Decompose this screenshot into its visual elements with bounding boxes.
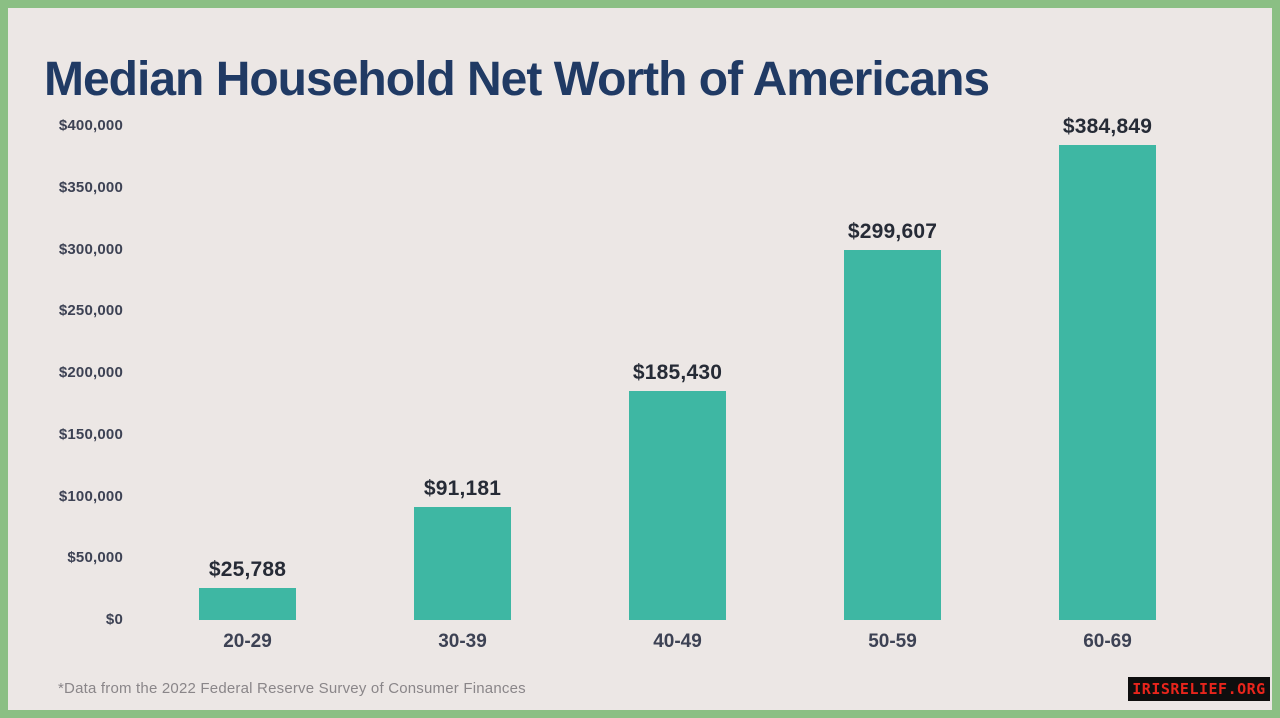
y-axis-tick-label: $350,000 (58, 178, 123, 196)
y-axis-tick-label: $250,000 (58, 302, 123, 320)
bar-60-69 (1059, 144, 1156, 620)
bar-20-29 (199, 588, 296, 620)
bar-30-39 (414, 507, 511, 620)
x-axis-label: 30-39 (438, 631, 487, 652)
y-axis-tick-label: $300,000 (58, 240, 123, 258)
bar-value-label: $384,849 (1062, 114, 1153, 138)
x-axis-label: 60-69 (1083, 631, 1132, 652)
y-axis-tick-label: $200,000 (58, 364, 123, 381)
y-axis-tick-label: $50,000 (67, 549, 123, 567)
x-axis-label: 20-29 (223, 631, 272, 652)
y-axis-tick-label: $150,000 (58, 425, 123, 443)
x-axis-label: 50-59 (868, 631, 917, 652)
x-axis-label: 40-49 (653, 631, 702, 652)
source-footnote: *Data from the 2022 Federal Reserve Surv… (58, 680, 526, 697)
y-axis-tick-label: $100,000 (58, 487, 123, 505)
bar-50-59 (844, 249, 941, 620)
bar-value-label: $185,430 (632, 360, 723, 384)
y-axis-tick-label: $400,000 (58, 117, 123, 134)
watermark-badge: IRISRELIEF.ORG (1128, 677, 1270, 701)
chart-title: Median Household Net Worth of Americans (44, 53, 990, 107)
bar-40-49 (629, 390, 726, 620)
y-axis-tick-label: $0 (105, 611, 123, 628)
bar-value-label: $25,788 (208, 558, 287, 582)
bar-value-label: $91,181 (423, 477, 502, 501)
bar-value-label: $299,607 (847, 219, 938, 243)
